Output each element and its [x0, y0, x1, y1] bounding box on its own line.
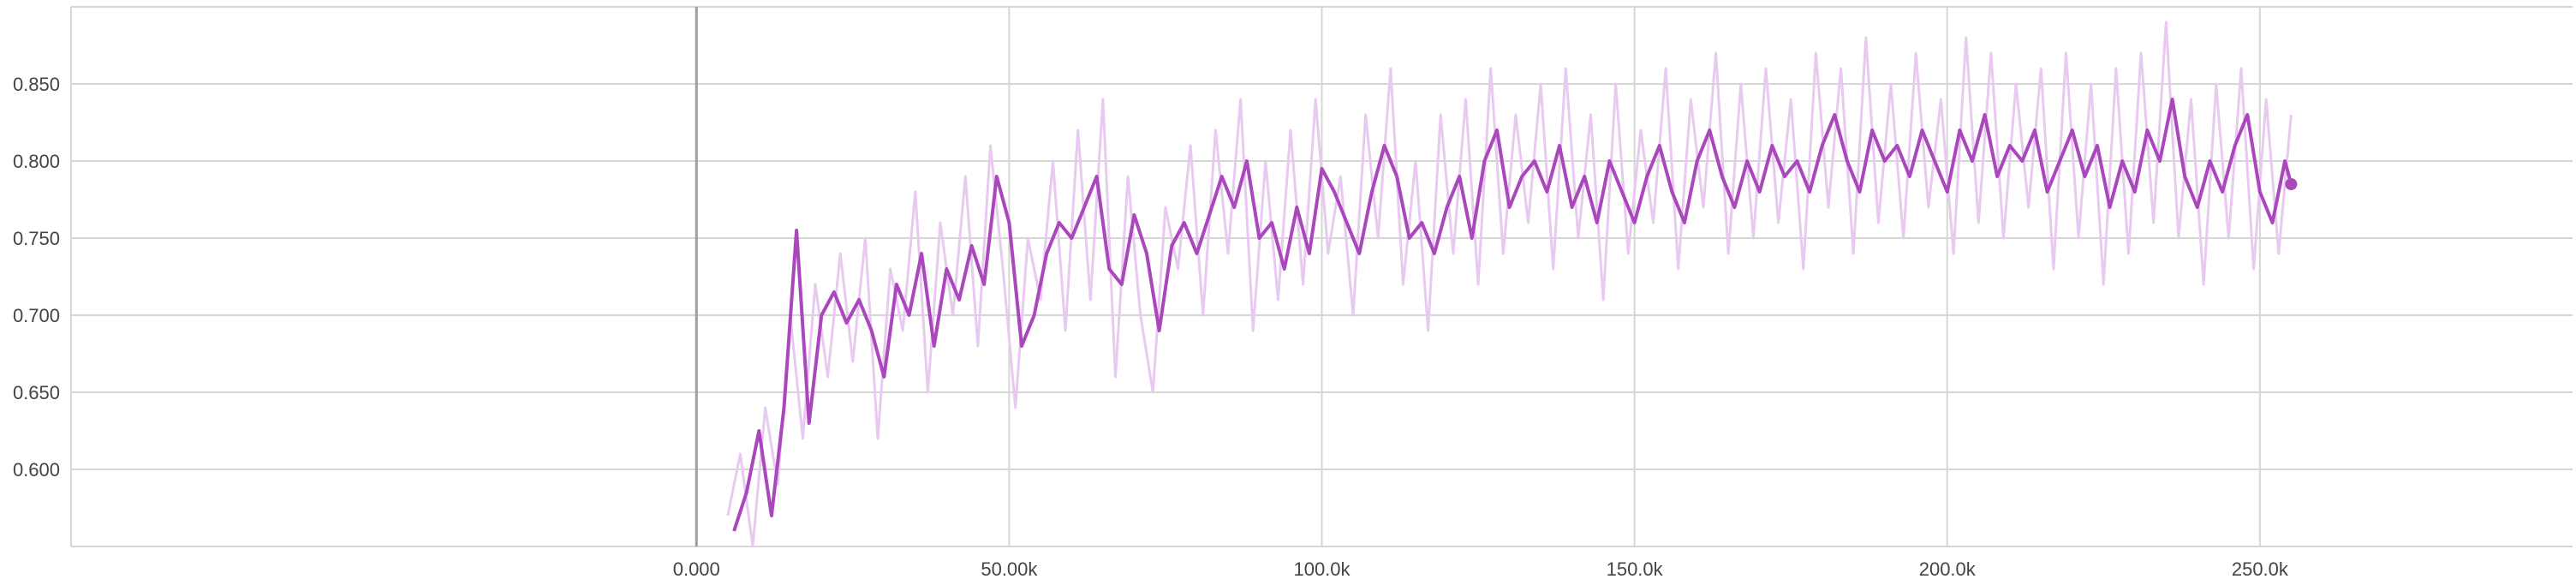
- x-tick-label: 150.0k: [1607, 558, 1664, 580]
- y-tick-label: 0.650: [13, 382, 60, 403]
- y-tick-label: 0.850: [13, 74, 60, 95]
- x-tick-label: 0.000: [673, 558, 720, 580]
- y-tick-label: 0.700: [13, 305, 60, 326]
- smoothed-series-line: [732, 98, 2293, 532]
- raw-series-line: [726, 21, 2293, 546]
- series-end-marker: [2285, 178, 2298, 190]
- x-tick-label: 50.00k: [981, 558, 1038, 580]
- x-tick-label: 200.0k: [1919, 558, 1977, 580]
- y-tick-label: 0.750: [13, 228, 60, 249]
- x-tick-label: 100.0k: [1293, 558, 1351, 580]
- x-tick-label: 250.0k: [2232, 558, 2289, 580]
- y-tick-label: 0.800: [13, 151, 60, 172]
- y-tick-label: 0.600: [13, 459, 60, 481]
